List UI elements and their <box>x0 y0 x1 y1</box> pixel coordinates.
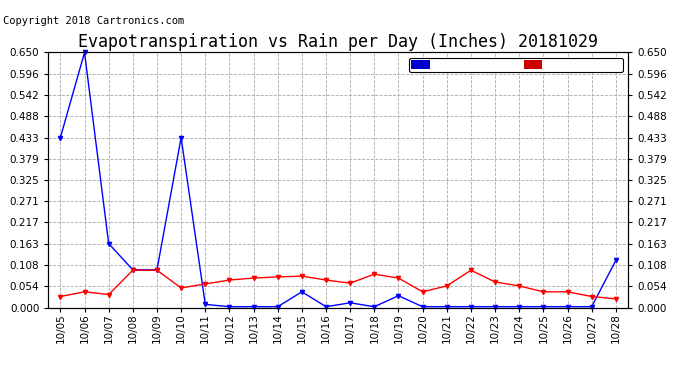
Text: Copyright 2018 Cartronics.com: Copyright 2018 Cartronics.com <box>3 16 185 26</box>
Legend: Rain  (Inches), ET  (Inches): Rain (Inches), ET (Inches) <box>409 58 622 72</box>
Title: Evapotranspiration vs Rain per Day (Inches) 20181029: Evapotranspiration vs Rain per Day (Inch… <box>78 33 598 51</box>
